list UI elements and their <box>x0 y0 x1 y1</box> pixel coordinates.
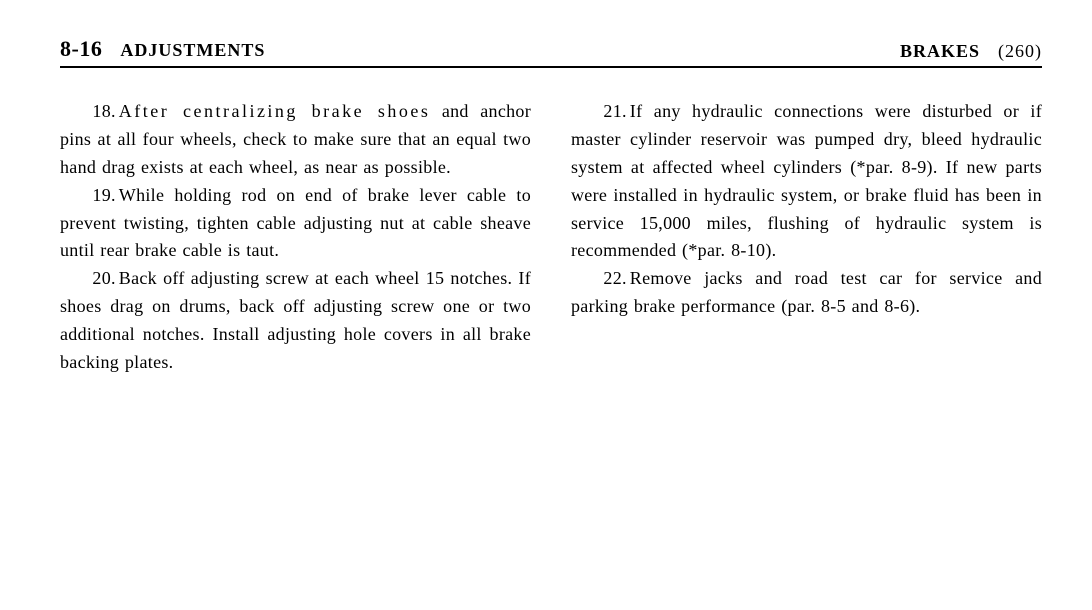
step-number: 20. <box>92 268 115 288</box>
header-right: BRAKES (260) <box>900 41 1042 62</box>
section-title-right: BRAKES <box>900 41 980 62</box>
step-text: While holding rod on end of brake lever … <box>60 185 531 261</box>
step-20: 20.Back off adjusting screw at each whee… <box>60 265 531 377</box>
section-title-left: ADJUSTMENTS <box>120 40 265 61</box>
step-number: 22. <box>603 268 626 288</box>
manual-page: 8-16 ADJUSTMENTS BRAKES (260) 18.After c… <box>0 0 1092 610</box>
step-21: 21.If any hydraulic connections were dis… <box>571 98 1042 265</box>
step-text: If any hydraulic connections were distur… <box>571 101 1042 260</box>
header-left: 8-16 ADJUSTMENTS <box>60 36 265 62</box>
body-columns: 18.After centralizing brake shoes and an… <box>60 98 1042 377</box>
step-19: 19.While holding rod on end of brake lev… <box>60 182 531 266</box>
step-text: Back off adjusting screw at each wheel 1… <box>60 268 531 372</box>
section-number: 8-16 <box>60 36 102 62</box>
step-number: 18. <box>92 101 115 121</box>
step-text: Remove jacks and road test car for servi… <box>571 268 1042 316</box>
step-22: 22.Remove jacks and road test car for se… <box>571 265 1042 321</box>
step-number: 19. <box>92 185 115 205</box>
step-lead: After centralizing brake shoes <box>119 101 431 121</box>
step-number: 21. <box>603 101 626 121</box>
step-18: 18.After centralizing brake shoes and an… <box>60 98 531 182</box>
page-number: (260) <box>998 41 1042 62</box>
page-header: 8-16 ADJUSTMENTS BRAKES (260) <box>60 36 1042 68</box>
